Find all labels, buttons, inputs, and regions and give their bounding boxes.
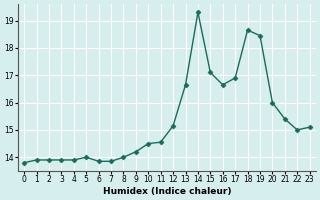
X-axis label: Humidex (Indice chaleur): Humidex (Indice chaleur) bbox=[103, 187, 231, 196]
